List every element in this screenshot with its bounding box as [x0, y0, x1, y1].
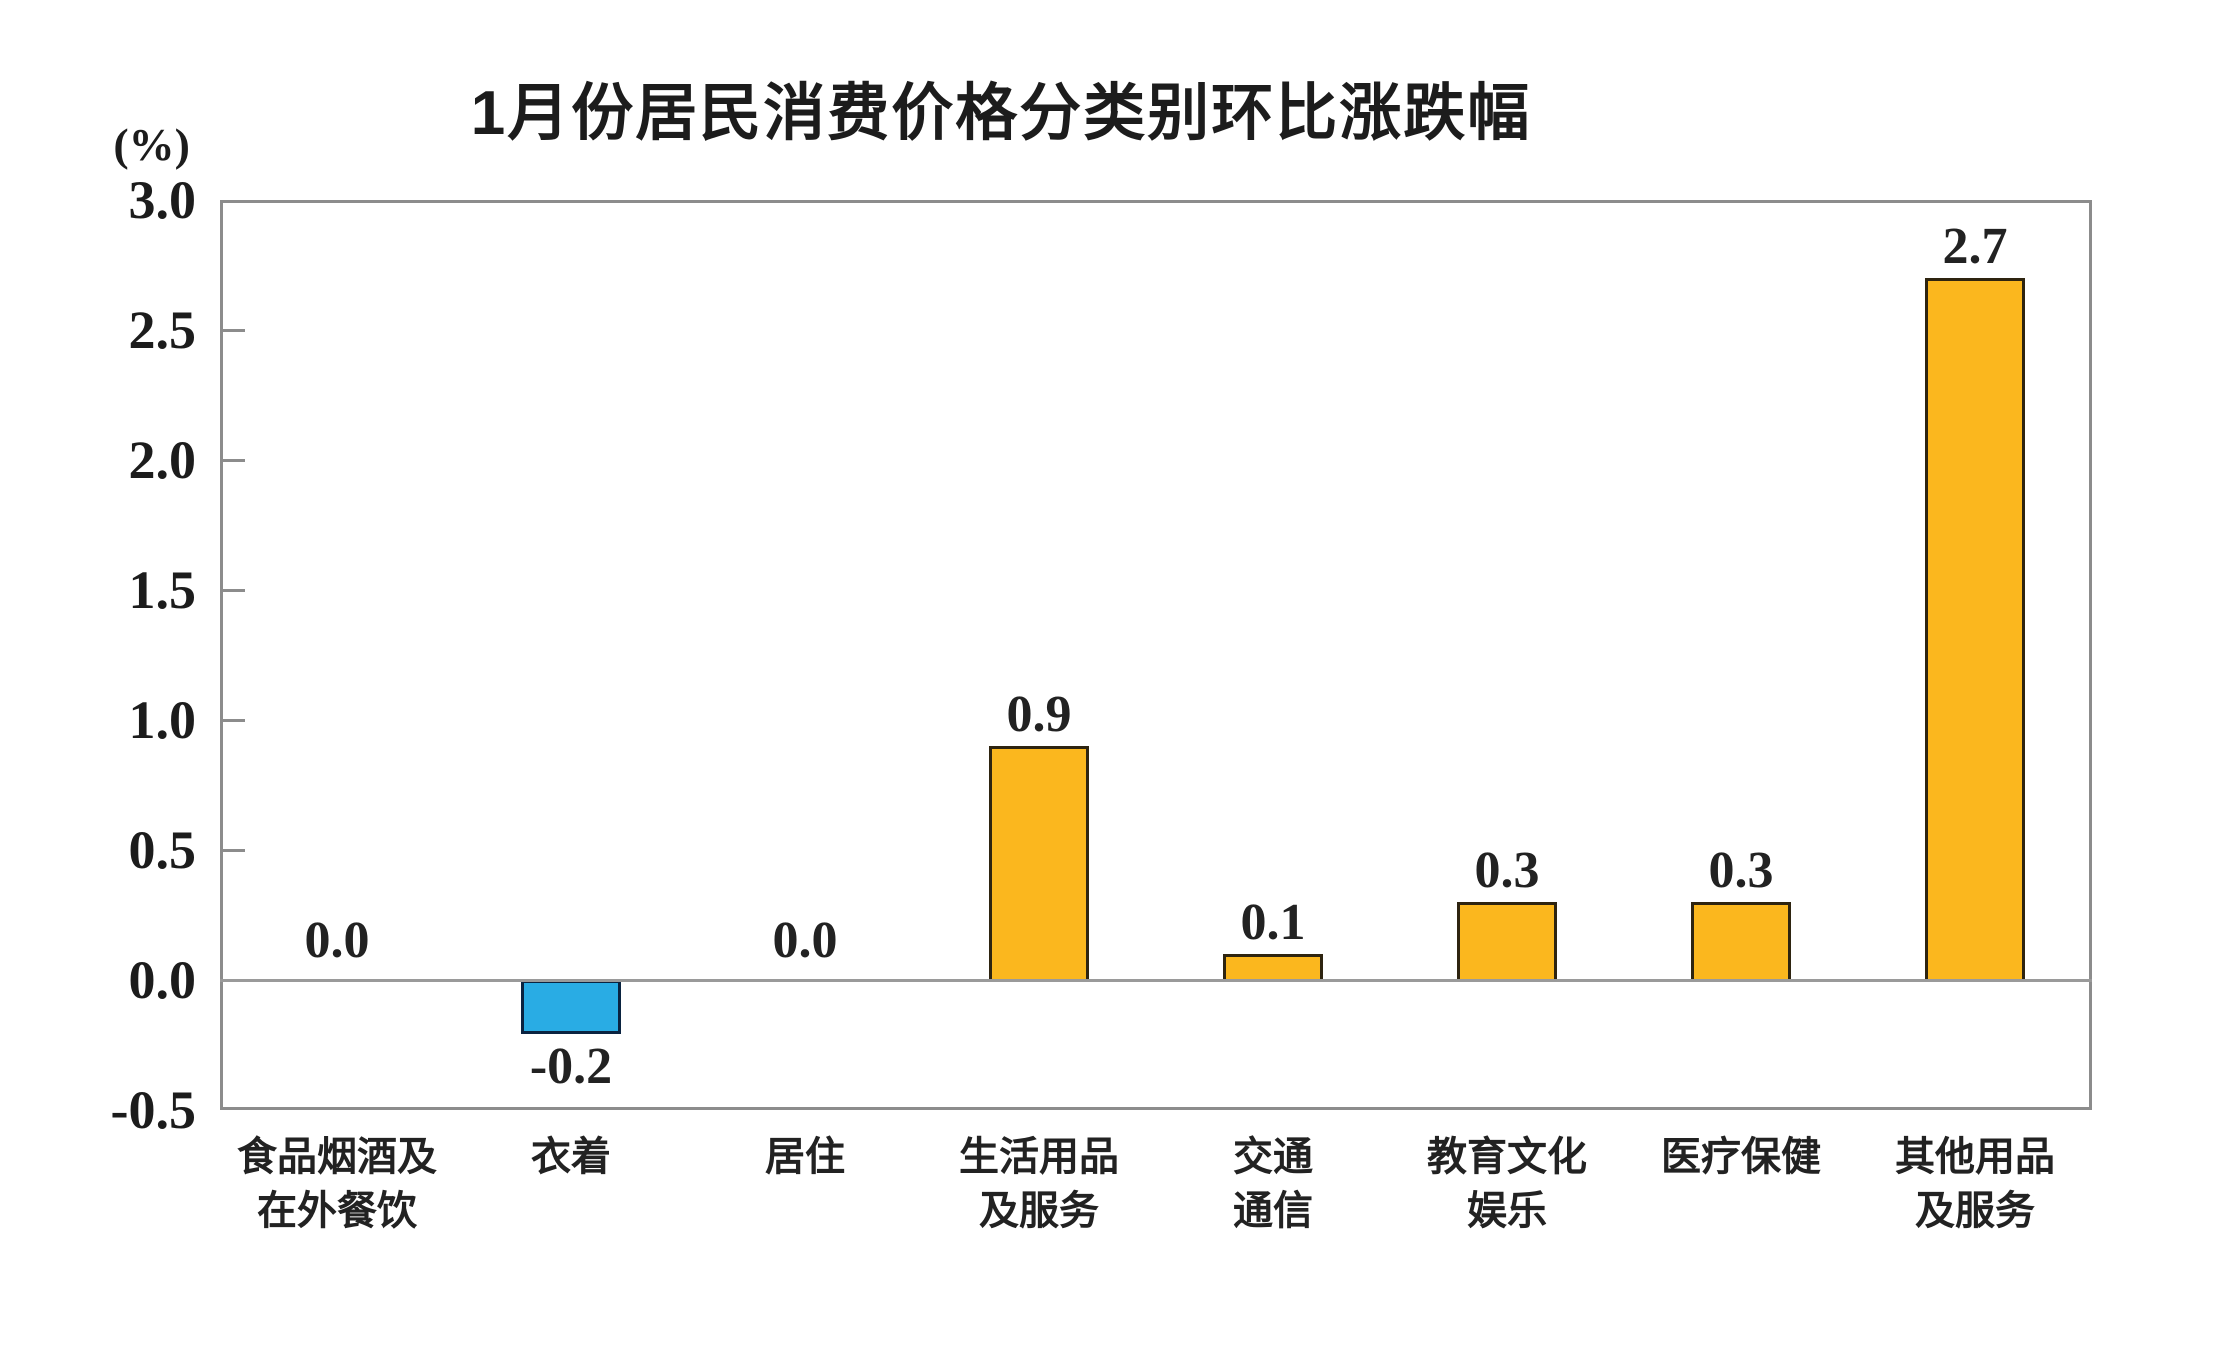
x-axis-label-line: 生活用品	[959, 1134, 1119, 1179]
y-axis-tick-mark	[223, 849, 245, 852]
x-axis-label-line: 在外餐饮	[257, 1188, 417, 1233]
value-label-7: 2.7	[1942, 218, 2008, 275]
y-axis-tick-label: 2.0	[128, 430, 197, 490]
bar-3	[989, 746, 1089, 982]
plot-area	[220, 200, 2092, 1110]
y-axis-tick-mark	[223, 329, 245, 332]
y-axis-tick-mark	[223, 459, 245, 462]
x-axis-label-line: 衣着	[531, 1134, 611, 1179]
value-label-1: -0.2	[529, 1038, 613, 1095]
x-axis-label-line: 其他用品	[1895, 1134, 2055, 1179]
x-axis-label-4: 交通 通信	[1143, 1130, 1403, 1238]
y-axis-tick-mark	[223, 719, 245, 722]
x-axis-label-line: 教育文化	[1427, 1134, 1587, 1179]
x-axis-label-1: 衣着	[441, 1130, 701, 1184]
y-axis-tick-label: -0.5	[110, 1080, 196, 1140]
bar-6	[1691, 902, 1791, 982]
bar-5	[1457, 902, 1557, 982]
y-axis-tick-label: 1.0	[128, 690, 197, 750]
value-label-6: 0.3	[1708, 842, 1774, 899]
zero-line	[220, 979, 2092, 982]
x-axis-label-6: 医疗保健	[1611, 1130, 1871, 1184]
x-axis-label-line: 及服务	[1915, 1188, 2035, 1233]
x-axis-label-line: 及服务	[979, 1188, 1099, 1233]
x-axis-label-line: 通信	[1233, 1188, 1313, 1233]
y-axis-tick-label: 0.0	[128, 950, 197, 1010]
y-axis-tick-label: 1.5	[128, 560, 197, 620]
x-axis-label-0: 食品烟酒及 在外餐饮	[207, 1130, 467, 1238]
x-axis-label-2: 居住	[675, 1130, 935, 1184]
y-axis-tick-label: 0.5	[128, 820, 197, 880]
x-axis-label-5: 教育文化 娱乐	[1377, 1130, 1637, 1238]
x-axis-label-line: 食品烟酒及	[237, 1134, 437, 1179]
x-axis-label-line: 交通	[1233, 1134, 1313, 1179]
value-label-4: 0.1	[1240, 894, 1306, 951]
x-axis-label-line: 医疗保健	[1661, 1134, 1821, 1179]
value-label-5: 0.3	[1474, 842, 1540, 899]
y-axis-tick-label: 3.0	[128, 170, 197, 230]
y-axis-unit-label: (%)	[113, 119, 190, 170]
value-label-2: 0.0	[772, 912, 838, 969]
y-axis-tick-label: 2.5	[128, 300, 197, 360]
bar-7	[1925, 278, 2025, 982]
value-label-3: 0.9	[1006, 686, 1072, 743]
x-axis-label-3: 生活用品 及服务	[909, 1130, 1169, 1238]
x-axis-label-7: 其他用品 及服务	[1845, 1130, 2105, 1238]
chart-title: 1月份居民消费价格分类别环比涨跌幅	[470, 79, 1532, 148]
x-axis-label-line: 娱乐	[1467, 1188, 1547, 1233]
value-label-0: 0.0	[304, 912, 370, 969]
bar-4	[1223, 954, 1323, 982]
x-axis-label-line: 居住	[765, 1134, 845, 1179]
y-axis-tick-mark	[223, 589, 245, 592]
bar-1	[521, 980, 621, 1034]
